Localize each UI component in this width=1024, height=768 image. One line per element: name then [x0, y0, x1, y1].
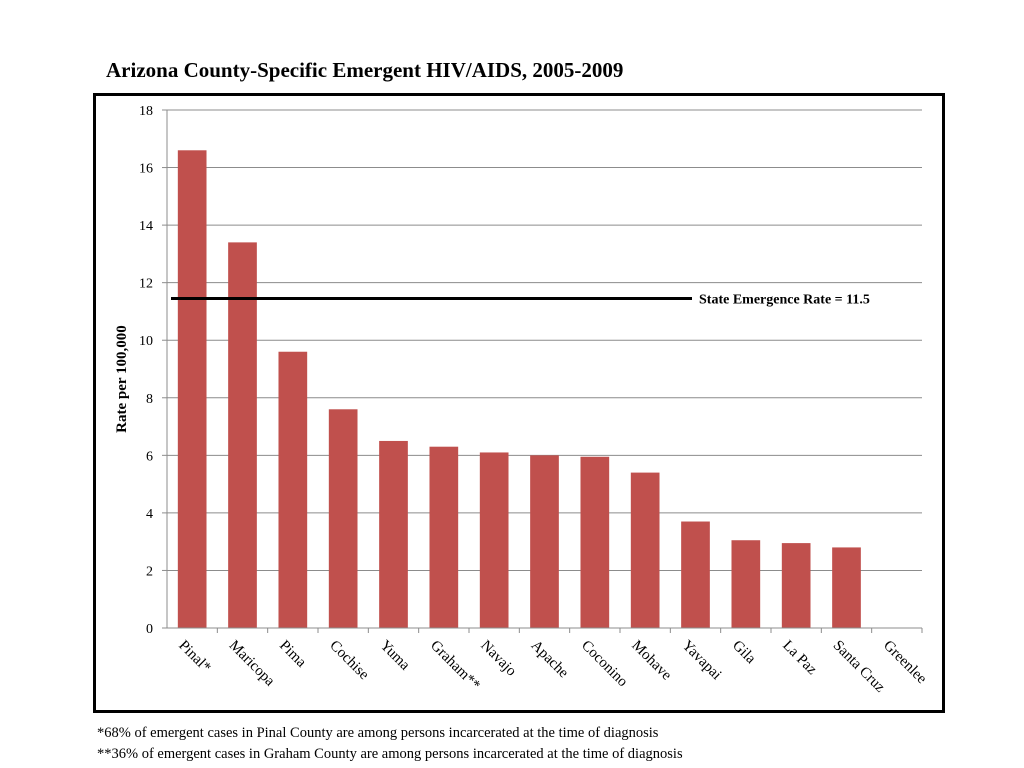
axes [162, 109, 923, 633]
y-tick-label: 12 [139, 277, 153, 292]
chart-frame: 0 2 4 6 8 10 12 14 16 18 Pinal* Maricopa Pima Cochise… [93, 93, 945, 713]
bar [278, 351, 308, 628]
y-tick-label: 0 [146, 622, 153, 637]
bar [429, 446, 459, 628]
bar [479, 452, 509, 628]
footnote-graham: **36% of emergent cases in Graham County… [97, 746, 683, 762]
x-tick-label: Coconino [578, 638, 631, 691]
bar [228, 242, 257, 628]
footnotes: *68% of emergent cases in Pinal County a… [97, 723, 683, 765]
bar [177, 150, 207, 628]
chart-title: Arizona County-Specific Emergent HIV/AID… [106, 58, 624, 82]
bars [177, 150, 861, 628]
x-tick-label: Apache [528, 638, 572, 682]
bar [832, 547, 861, 628]
bar [781, 543, 811, 628]
x-tick-label: Yavapai [679, 638, 725, 684]
x-tick-label: Pinal* [175, 638, 213, 676]
x-tick-label: Navajo [477, 638, 519, 680]
x-tick-label: Santa Cruz [830, 638, 888, 696]
y-tick-label: 18 [139, 104, 153, 119]
x-tick-label: Gila [729, 638, 759, 668]
y-tick-label: 10 [139, 334, 153, 349]
bar [630, 472, 660, 628]
x-tick-label: Greenlee [880, 638, 930, 688]
x-tick-label: La Paz [779, 638, 820, 679]
state-rate-label: State Emergence Rate = 11.5 [699, 292, 870, 307]
bar [681, 521, 710, 628]
x-tick-label: Mohave [628, 638, 674, 684]
bar [530, 455, 559, 628]
y-axis-title: Rate per 100,000 [114, 325, 130, 433]
bar [731, 540, 761, 628]
bar [379, 440, 408, 628]
y-tick-label: 2 [146, 564, 153, 579]
bar [580, 456, 610, 628]
x-tick-label: Yuma [377, 638, 413, 674]
x-tick-label: Cochise [326, 638, 372, 684]
bar [328, 409, 358, 628]
footnote-pinal: *68% of emergent cases in Pinal County a… [97, 725, 659, 741]
y-tick-label: 14 [139, 219, 153, 234]
y-tick-label: 6 [146, 449, 153, 464]
x-tick-label: Graham** [427, 638, 483, 694]
y-tick-label: 4 [146, 507, 153, 522]
x-tick-label: Maricopa [226, 638, 278, 690]
x-tick-label: Pima [276, 638, 309, 671]
y-tick-label: 8 [146, 392, 153, 407]
y-tick-label: 16 [139, 162, 153, 177]
